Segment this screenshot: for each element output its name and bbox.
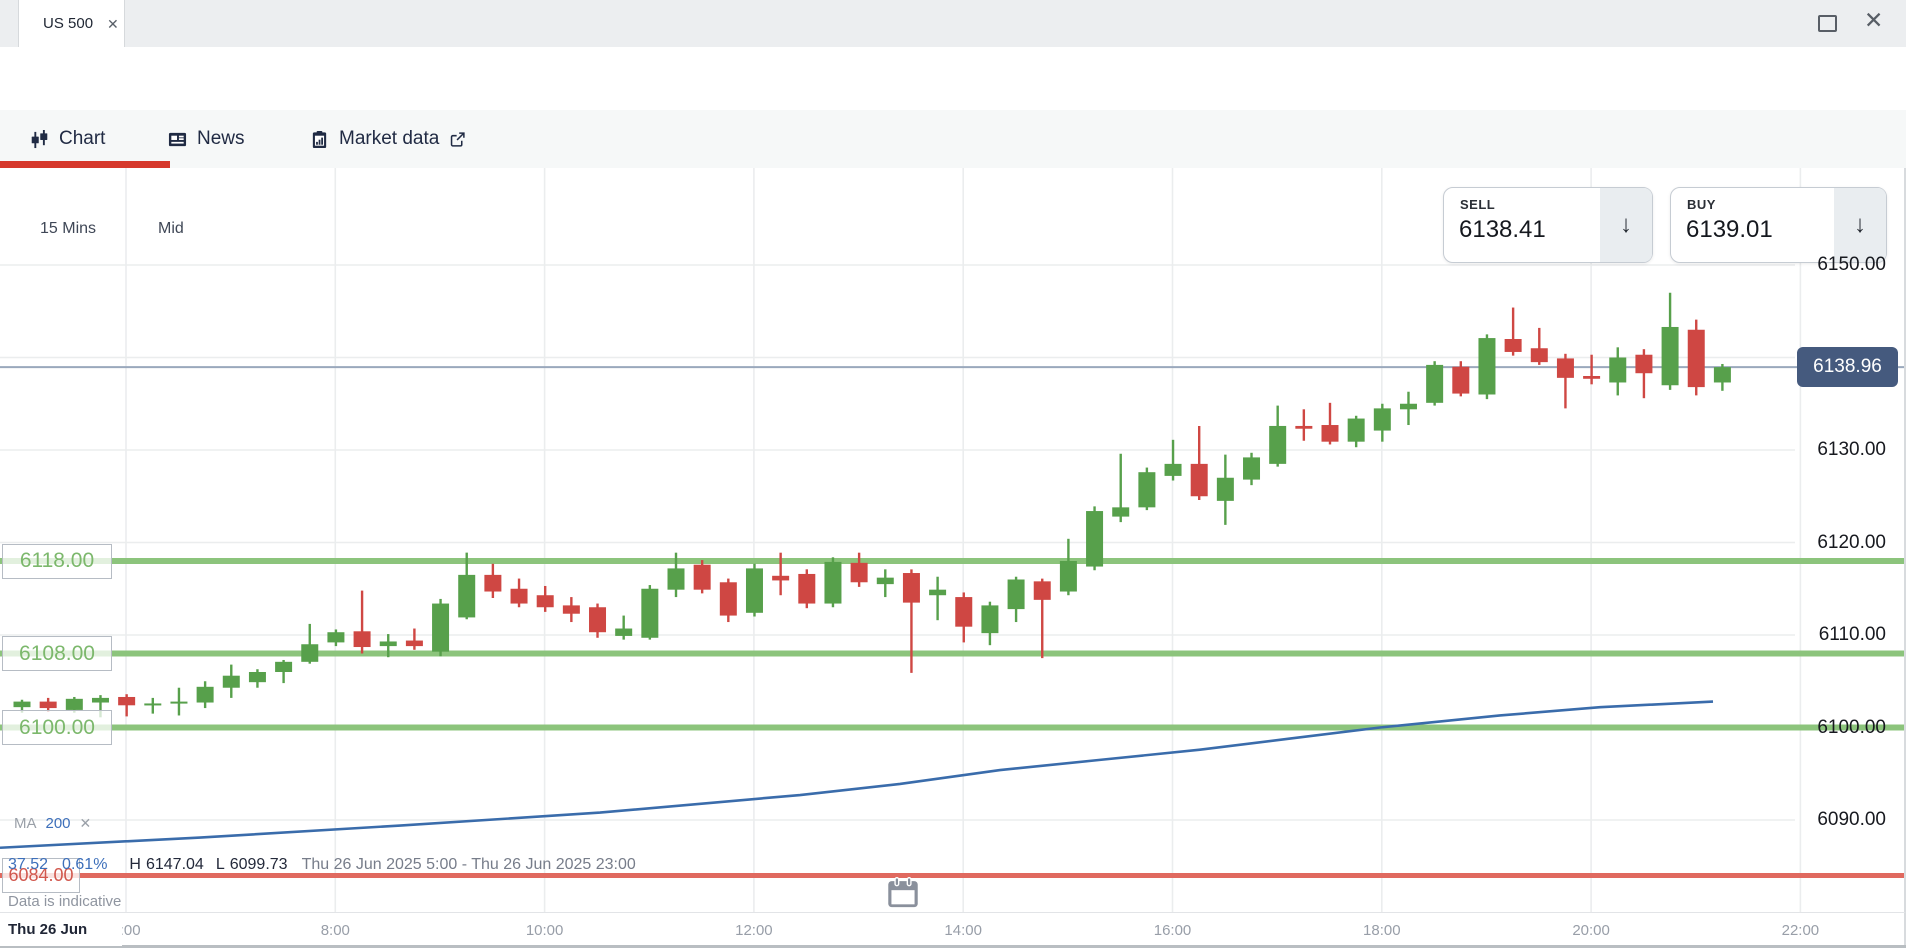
price-axis-label: 6110.00 (1818, 624, 1886, 645)
time-axis-label: 10:00 (525, 922, 564, 939)
tab-news-label: News (197, 128, 245, 149)
time-axis-label: 16:00 (1153, 922, 1192, 939)
candlestick-icon (30, 129, 49, 149)
time-axis-label: 12:00 (735, 922, 773, 939)
time-axis-label: 20:00 (1572, 922, 1610, 939)
tab-chart-label: Chart (59, 128, 106, 149)
buy-price: 6139.01 (1686, 216, 1773, 243)
time-axis-label: 18:00 (1363, 922, 1401, 939)
maximize-icon[interactable] (1818, 15, 1837, 32)
ma-name: MA (14, 815, 37, 832)
time-axis-label: 14:00 (944, 922, 982, 939)
instrument-header: US 500 -4.07 -0.07% H6143.92 L6136.33 De… (0, 47, 1906, 136)
tab-news[interactable]: News (168, 110, 245, 168)
market-data-icon (310, 130, 329, 149)
time-axis-label: 8:00 (320, 922, 350, 939)
ma-period: 200 (45, 815, 71, 832)
workspace-tab-label: US 500 (43, 15, 94, 32)
price-axis-label: 6130.00 (1817, 439, 1886, 460)
price-axis-label: 6100.00 (1817, 716, 1886, 738)
external-link-icon (449, 131, 466, 148)
buy-label: BUY (1687, 197, 1716, 212)
sell-label: SELL (1460, 197, 1496, 212)
workspace-tab[interactable]: US 500 ✕ (18, 0, 125, 47)
view-tabs: Chart News Market data (0, 110, 1906, 169)
level-label[interactable]: 6100.00 (2, 710, 112, 745)
time-axis-label: 22:00 (1781, 922, 1820, 939)
session-change: 37.52 (8, 856, 49, 873)
price-mode-selector[interactable]: Mid (158, 220, 184, 237)
tab-close-icon[interactable]: ✕ (107, 15, 119, 32)
tab-chart[interactable]: Chart (30, 110, 105, 168)
price-axis-label: 6090.00 (1817, 809, 1886, 830)
ma-remove-icon[interactable]: ✕ (79, 815, 92, 831)
current-price-badge: 6138.96 (1797, 347, 1898, 387)
tab-market-data[interactable]: Market data (310, 110, 466, 168)
chart-area[interactable]: 15 Mins Mid SELL 6138.41 ↓ BUY 6139.01 ↓… (0, 168, 1906, 912)
level-label[interactable]: 6108.00 (2, 636, 112, 671)
candlestick-plot (0, 168, 1904, 912)
active-tab-underline (0, 161, 170, 169)
session-range: Thu 26 Jun 2025 5:00 - Thu 26 Jun 2025 2… (301, 856, 636, 873)
session-low-label: L (215, 856, 225, 873)
sell-price: 6138.41 (1459, 216, 1546, 243)
session-change-pct: 0.61% (62, 856, 108, 873)
session-high-label: H (129, 856, 141, 873)
level-label[interactable]: 6118.00 (2, 543, 112, 579)
date-chip: Thu 26 Jun (0, 913, 122, 946)
data-indicative-note: Data is indicative (8, 893, 122, 910)
window-close-icon[interactable]: ✕ (1864, 7, 1884, 33)
timeframe-selector[interactable]: 15 Mins (40, 220, 97, 237)
buy-arrow-down-icon[interactable]: ↓ (1834, 188, 1886, 262)
bottom-window-edge (0, 945, 1906, 948)
news-icon (168, 130, 187, 149)
price-axis-label: 6120.00 (1817, 531, 1886, 553)
sell-button[interactable]: SELL 6138.41 ↓ (1443, 187, 1653, 263)
lower-level-label[interactable]: 6084.00 (2, 858, 80, 893)
session-info-bar: 37.52 0.61% H 6147.04 L 6099.73 Thu 26 J… (8, 856, 636, 874)
time-axis[interactable]: 6:00 8:00 10:00 12:00 14:00 16:00 18:00 20:00 22… (0, 912, 1906, 946)
sell-arrow-down-icon[interactable]: ↓ (1600, 188, 1652, 262)
session-high: 6147.04 (145, 856, 204, 873)
buy-button[interactable]: BUY 6139.01 ↓ (1670, 187, 1887, 263)
tab-market-data-label: Market data (339, 128, 440, 149)
ma-indicator-legend[interactable]: MA 200 ✕ (14, 815, 91, 832)
session-low: 6099.73 (229, 856, 288, 873)
window-titlebar: US 500 ✕ ✕ (0, 0, 1906, 48)
price-axis-label: 6150.00 (1817, 254, 1886, 275)
calendar-event-icon[interactable] (886, 876, 920, 915)
